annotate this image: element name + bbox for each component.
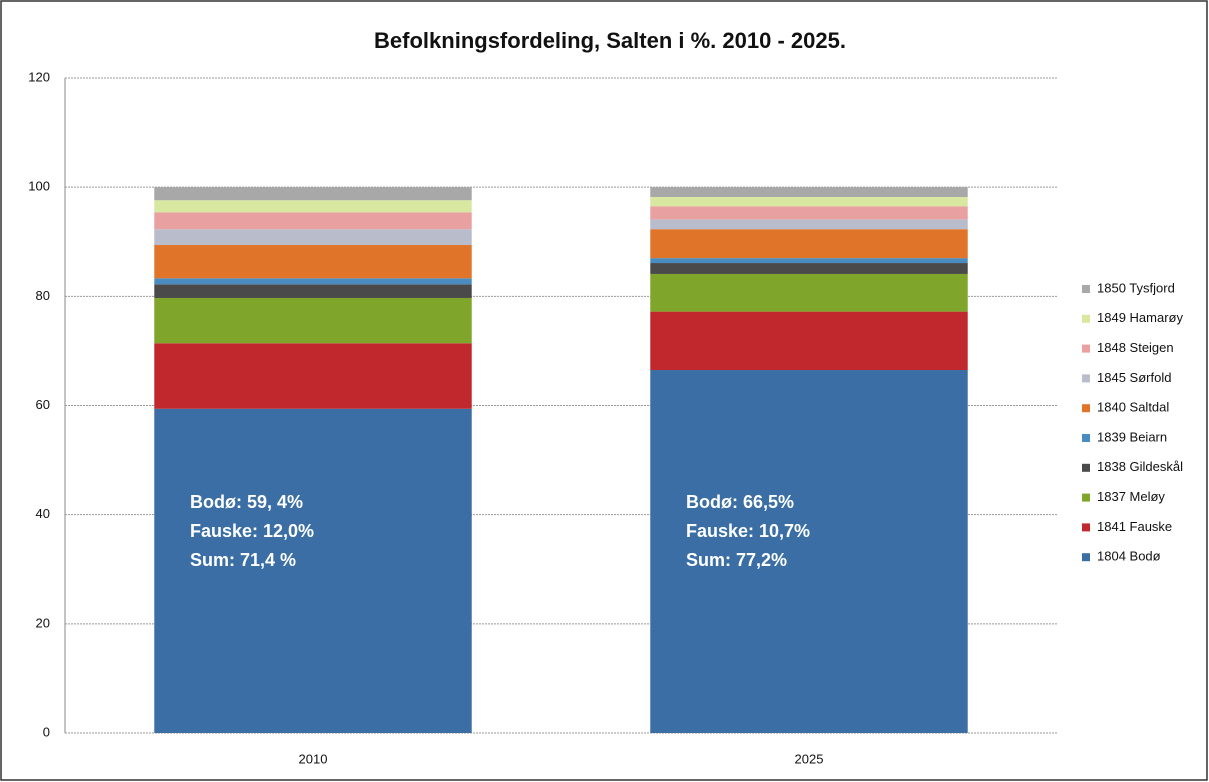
bar-segment [154, 278, 472, 285]
bar-segment [154, 284, 472, 298]
bar-segment [650, 258, 968, 264]
bar-segment [650, 370, 968, 733]
annotation: Fauske: 12,0% [190, 521, 314, 541]
y-tick-label: 0 [43, 724, 50, 739]
legend-swatch [1082, 463, 1090, 472]
bar-segment [154, 187, 472, 201]
legend-swatch [1082, 344, 1090, 353]
x-tick-label: 2025 [795, 751, 824, 766]
legend-label: 1848 Steigen [1097, 340, 1174, 355]
bar-segment [650, 311, 968, 371]
bar-segment [650, 229, 968, 259]
annotation: Bodø: 59, 4% [190, 492, 303, 512]
bar-segment [154, 297, 472, 344]
y-tick-label: 80 [36, 288, 50, 303]
bar-segment [650, 219, 968, 230]
bar-segment [650, 196, 968, 207]
bar-segment [154, 212, 472, 230]
legend-swatch [1082, 374, 1090, 383]
legend-label: 1837 Meløy [1097, 489, 1165, 504]
legend-label: 1840 Saltdal [1097, 400, 1169, 415]
legend-swatch [1082, 523, 1090, 532]
annotation: Sum: 71,4 % [190, 550, 296, 570]
legend-swatch [1082, 553, 1090, 562]
legend-label: 1841 Fauske [1097, 519, 1172, 534]
legend-swatch [1082, 434, 1090, 442]
annotation: Sum: 77,2% [686, 550, 787, 570]
bar-segment [154, 245, 472, 279]
y-tick-label: 60 [36, 397, 50, 412]
legend-swatch [1082, 314, 1090, 323]
y-tick-label: 120 [28, 69, 50, 84]
y-tick-label: 20 [36, 615, 50, 630]
x-tick-label: 2010 [299, 751, 328, 766]
legend-swatch [1082, 493, 1090, 502]
legend-label: 1804 Bodø [1097, 549, 1161, 564]
legend-swatch [1082, 404, 1090, 413]
y-tick-label: 40 [36, 506, 50, 521]
legend-label: 1838 Gildeskål [1097, 459, 1183, 474]
bar-segment [650, 263, 968, 274]
legend-label: 1839 Beiarn [1097, 429, 1167, 444]
annotation: Fauske: 10,7% [686, 521, 810, 541]
y-tick-label: 100 [28, 179, 50, 194]
legend-label: 1850 Tysfjord [1097, 280, 1175, 295]
bar-segment [154, 200, 472, 213]
bar-segment [650, 206, 968, 220]
legend-label: 1845 Sørfold [1097, 370, 1171, 385]
legend-swatch [1082, 285, 1090, 293]
bar-segment [154, 229, 472, 246]
annotation: Bodø: 66,5% [686, 492, 794, 512]
bar-segment [650, 273, 968, 312]
bar-segment [650, 187, 968, 197]
bar-segment [154, 408, 472, 733]
chart-title: Befolkningsfordeling, Salten i %. 2010 -… [374, 28, 846, 53]
legend-label: 1849 Hamarøy [1097, 310, 1183, 325]
bar-segment [154, 343, 472, 409]
